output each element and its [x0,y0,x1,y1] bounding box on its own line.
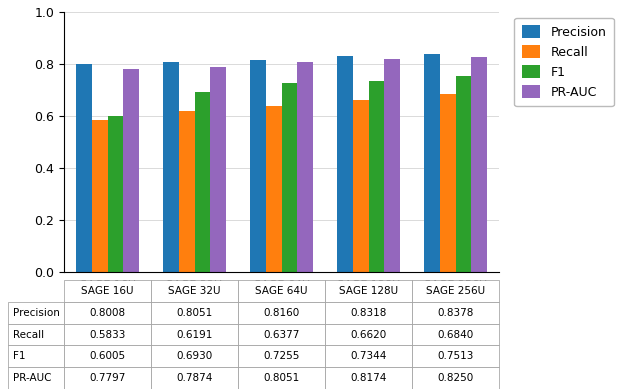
Legend: Precision, Recall, F1, PR-AUC: Precision, Recall, F1, PR-AUC [514,18,614,106]
Bar [384,59,400,272]
Bar [440,94,456,272]
Bar [369,81,384,272]
Bar [353,100,369,272]
Bar [250,60,266,272]
Bar [282,83,297,272]
Bar [266,106,282,272]
Bar [297,63,313,272]
Bar [92,120,108,272]
Bar [456,77,471,272]
Bar [108,116,123,272]
Bar [424,54,440,272]
Bar [76,63,92,272]
Bar [471,57,487,272]
Bar [210,67,226,272]
Bar [337,56,353,272]
Bar [123,69,139,272]
Bar [163,63,179,272]
Bar [195,92,210,272]
Bar [179,111,195,272]
